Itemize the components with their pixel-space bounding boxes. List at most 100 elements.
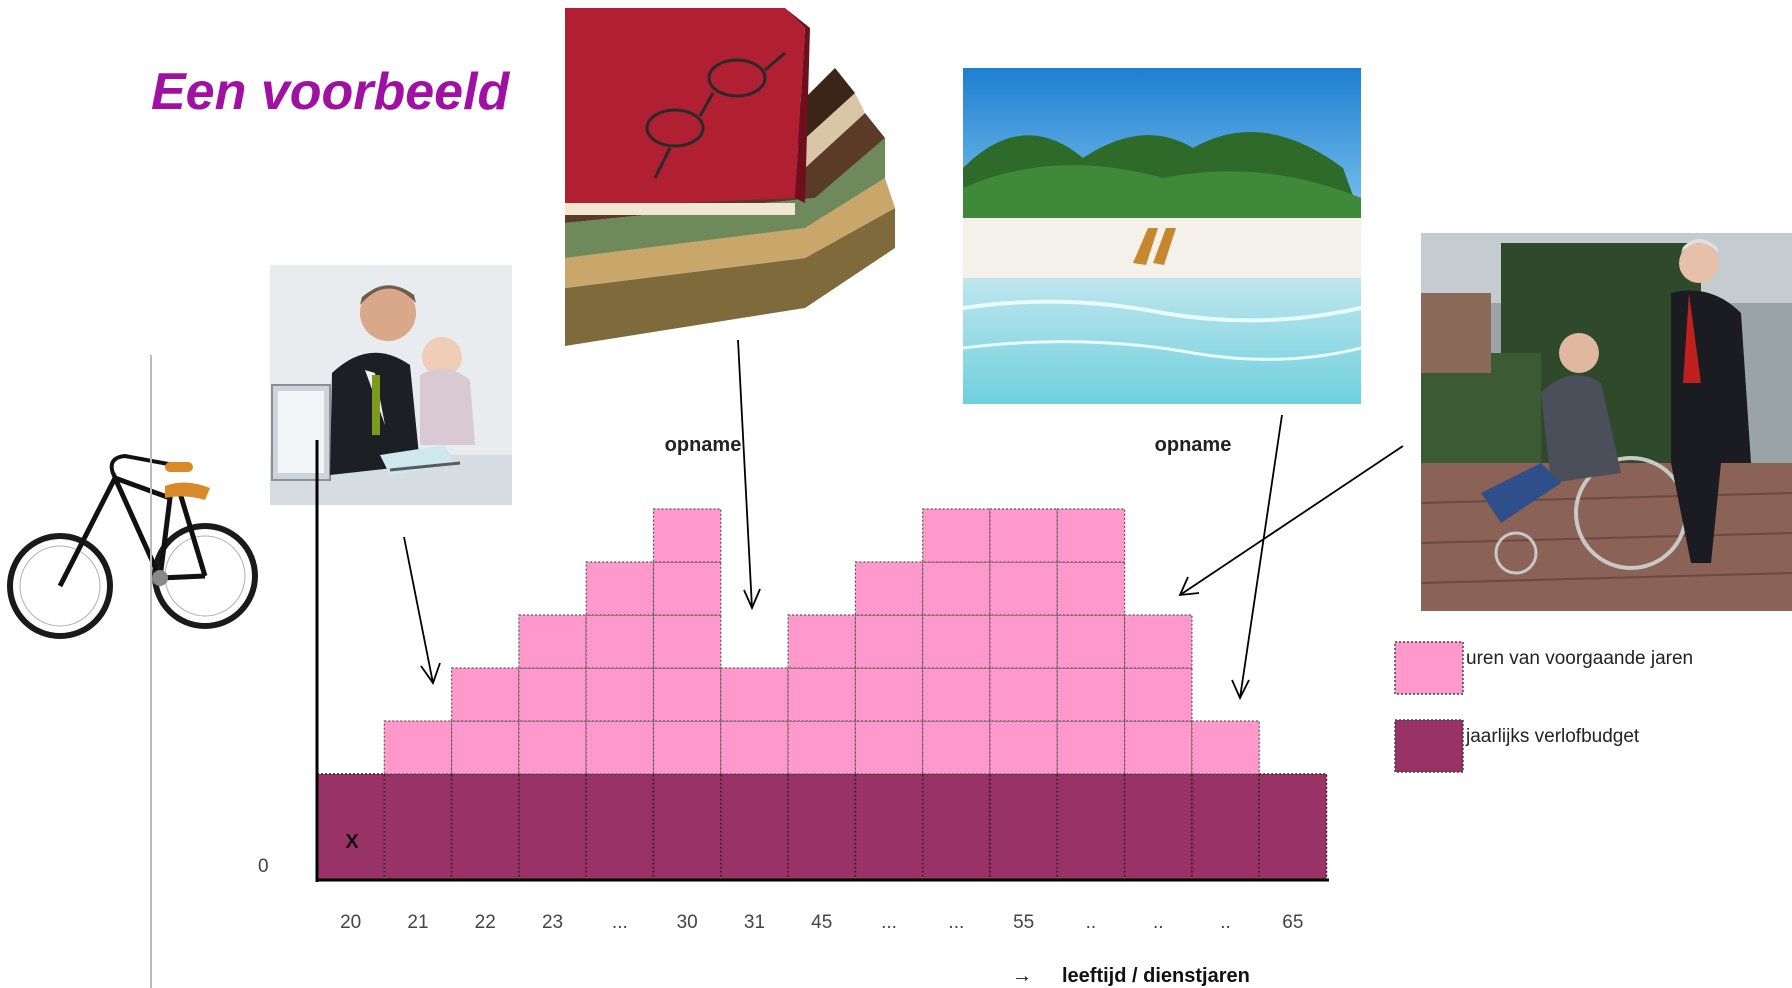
bar-carryover-4-3	[585, 561, 655, 616]
legend-label-dark: jaarlijks verlofbudget	[1465, 726, 1640, 747]
bar-carryover-12-2	[1123, 614, 1193, 669]
bar-budget-9	[921, 773, 991, 881]
arrow-elderly	[1179, 445, 1404, 596]
bar-carryover-5-0	[652, 720, 722, 775]
father-ironing-photo	[270, 265, 512, 505]
x-tick-label-5: 30	[677, 912, 698, 933]
bar-carryover-10-0	[989, 720, 1058, 775]
x-tick-label-6: 31	[744, 912, 765, 933]
bar-budget-7	[787, 773, 857, 881]
legend-label-light: uren van voorgaande jaren	[1466, 648, 1693, 669]
bar-carryover-2-0	[451, 720, 520, 775]
arrow-father-head	[420, 662, 441, 685]
wheelchair-photo	[1421, 233, 1792, 611]
x-tick-label-8: ...	[881, 912, 897, 933]
bar-carryover-10-2	[989, 614, 1058, 669]
bar-carryover-7-0	[787, 720, 856, 775]
x-tick-label-0: 20	[340, 912, 361, 933]
x-axis-label: leeftijd / dienstjaren	[1062, 965, 1250, 987]
bar-budget-5	[652, 773, 722, 881]
x-tick-label-11: ..	[1086, 912, 1097, 933]
x-tick-label-7: 45	[811, 912, 832, 933]
bar-budget-8	[854, 773, 924, 881]
bar-carryover-12-1	[1123, 667, 1193, 722]
bar-budget-2	[450, 773, 520, 881]
bar-budget-1	[383, 773, 453, 881]
bar-carryover-4-1	[585, 667, 655, 722]
bar-carryover-3-1	[518, 667, 587, 722]
beach-photo	[963, 68, 1361, 404]
bar-budget-4	[585, 773, 655, 881]
bar-budget-3	[518, 773, 587, 881]
bar-carryover-9-3	[922, 561, 991, 616]
bar-budget-11	[1056, 773, 1126, 881]
bar-carryover-9-2	[922, 614, 991, 669]
legend-swatch-light	[1394, 641, 1464, 695]
bar-carryover-8-1	[854, 667, 924, 722]
bar-carryover-3-2	[518, 614, 587, 669]
bar-carryover-1-0	[383, 720, 453, 775]
legend-swatch-dark	[1394, 719, 1464, 773]
bar-carryover-8-3	[854, 561, 924, 616]
pointer-arrows	[403, 339, 1404, 701]
bar-carryover-8-0	[854, 720, 924, 775]
bar-budget-0	[316, 773, 386, 881]
bar-carryover-6-0	[720, 720, 789, 775]
bar-carryover-11-3	[1056, 561, 1126, 616]
page-title: Een voorbeeld	[151, 63, 510, 121]
bar-carryover-7-2	[787, 614, 856, 669]
bar-carryover-11-4	[1056, 508, 1126, 563]
annotation-opname-2: opname	[1155, 434, 1232, 456]
bar-carryover-5-4	[652, 508, 722, 563]
bar-carryover-3-0	[518, 720, 587, 775]
x-tick-label-14: 65	[1282, 912, 1303, 933]
bar-carryover-4-2	[585, 614, 655, 669]
x-tick-label-9: ...	[948, 912, 964, 933]
arrow-beach	[1239, 414, 1283, 699]
bar-budget-6	[720, 773, 789, 881]
arrow-books-head	[743, 588, 761, 611]
annotation-opname-1: opname	[665, 434, 742, 456]
legend: uren van voorgaande jaren jaarlijks verl…	[1394, 641, 1693, 773]
arrow-elderly-head	[1178, 576, 1200, 597]
x-tick-label-3: 23	[542, 912, 563, 933]
bar-budget-14	[1258, 773, 1328, 881]
x-tick-label-13: ..	[1220, 912, 1231, 933]
x-tick-label-12: ..	[1153, 912, 1164, 933]
bar-carryover-10-4	[989, 508, 1058, 563]
bar-carryover-12-0	[1123, 720, 1193, 775]
arrow-books	[737, 339, 753, 609]
books-photo	[565, 8, 930, 346]
bar-budget-10	[989, 773, 1059, 881]
bar-carryover-11-2	[1056, 614, 1126, 669]
arrow-father	[403, 536, 434, 684]
y-tick-zero: 0	[258, 856, 269, 877]
bicycle-photo	[5, 438, 260, 643]
bar-budget-13	[1191, 773, 1260, 881]
arrow-beach-head	[1231, 679, 1250, 701]
bar-carryover-2-1	[451, 667, 520, 722]
x-tick-label-4: ...	[612, 912, 628, 933]
bar-budget-12	[1123, 773, 1193, 881]
bar-carryover-11-0	[1056, 720, 1126, 775]
bar-carryover-5-3	[652, 561, 722, 616]
bar-carryover-5-2	[652, 614, 722, 669]
x-tick-label-2: 22	[475, 912, 496, 933]
bar-carryover-9-0	[922, 720, 991, 775]
bar-carryover-4-0	[585, 720, 655, 775]
bar-carryover-13-0	[1191, 720, 1260, 775]
bar-carryover-10-1	[989, 667, 1058, 722]
bar-carryover-8-2	[854, 614, 924, 669]
bar-carryover-10-3	[989, 561, 1058, 616]
bar-carryover-11-1	[1056, 667, 1126, 722]
bar-carryover-6-1	[720, 667, 789, 722]
x-axis-arrow: →	[1012, 965, 1032, 987]
x-tick-label-10: 55	[1013, 912, 1034, 933]
x-tick-label-1: 21	[407, 912, 428, 933]
bar-carryover-9-1	[922, 667, 991, 722]
bar-carryover-7-1	[787, 667, 856, 722]
bar-carryover-5-1	[652, 667, 722, 722]
first-bar-marker: X	[345, 831, 359, 853]
bar-carryover-9-4	[922, 508, 991, 563]
